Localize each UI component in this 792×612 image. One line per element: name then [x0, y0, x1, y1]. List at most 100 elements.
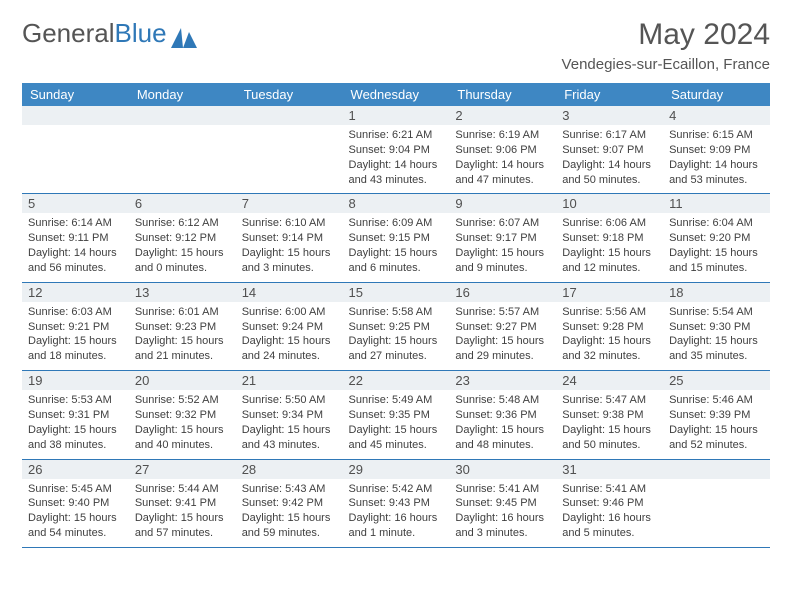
calendar-body: 1Sunrise: 6:21 AMSunset: 9:04 PMDaylight… [22, 106, 770, 547]
sunrise-line: Sunrise: 6:07 AM [455, 216, 550, 231]
sunrise-line: Sunrise: 5:44 AM [135, 482, 230, 497]
dow-fri: Friday [556, 83, 663, 106]
daylight-line: Daylight: 14 hours and 43 minutes. [349, 158, 444, 188]
location-label: Vendegies-sur-Ecaillon, France [562, 56, 770, 73]
day-number: 19 [22, 371, 129, 390]
day-number: 29 [343, 460, 450, 479]
daylight-line: Daylight: 15 hours and 32 minutes. [562, 334, 657, 364]
sunrise-line: Sunrise: 6:03 AM [28, 305, 123, 320]
title-block: May 2024 Vendegies-sur-Ecaillon, France [562, 18, 770, 73]
day-details: Sunrise: 6:00 AMSunset: 9:24 PMDaylight:… [236, 302, 343, 370]
sunset-line: Sunset: 9:43 PM [349, 496, 444, 511]
day-details: Sunrise: 5:52 AMSunset: 9:32 PMDaylight:… [129, 390, 236, 458]
daylight-line: Daylight: 15 hours and 24 minutes. [242, 334, 337, 364]
day-number: 16 [449, 283, 556, 302]
day-cell: 1Sunrise: 6:21 AMSunset: 9:04 PMDaylight… [343, 106, 450, 194]
day-cell: 5Sunrise: 6:14 AMSunset: 9:11 PMDaylight… [22, 194, 129, 282]
logo-mark-icon [171, 24, 197, 44]
day-cell: 22Sunrise: 5:49 AMSunset: 9:35 PMDayligh… [343, 371, 450, 459]
day-number: 15 [343, 283, 450, 302]
sunset-line: Sunset: 9:36 PM [455, 408, 550, 423]
day-cell: 27Sunrise: 5:44 AMSunset: 9:41 PMDayligh… [129, 459, 236, 547]
sunset-line: Sunset: 9:18 PM [562, 231, 657, 246]
sunrise-line: Sunrise: 5:54 AM [669, 305, 764, 320]
day-cell: 6Sunrise: 6:12 AMSunset: 9:12 PMDaylight… [129, 194, 236, 282]
daylight-line: Daylight: 15 hours and 59 minutes. [242, 511, 337, 541]
daylight-line: Daylight: 15 hours and 43 minutes. [242, 423, 337, 453]
day-cell: 2Sunrise: 6:19 AMSunset: 9:06 PMDaylight… [449, 106, 556, 194]
sunrise-line: Sunrise: 5:50 AM [242, 393, 337, 408]
day-cell: 25Sunrise: 5:46 AMSunset: 9:39 PMDayligh… [663, 371, 770, 459]
day-of-week-row: Sunday Monday Tuesday Wednesday Thursday… [22, 83, 770, 106]
sunrise-line: Sunrise: 5:46 AM [669, 393, 764, 408]
sunrise-line: Sunrise: 6:21 AM [349, 128, 444, 143]
day-cell: 29Sunrise: 5:42 AMSunset: 9:43 PMDayligh… [343, 459, 450, 547]
daylight-line: Daylight: 15 hours and 50 minutes. [562, 423, 657, 453]
calendar-week-row: 26Sunrise: 5:45 AMSunset: 9:40 PMDayligh… [22, 459, 770, 547]
day-number: 25 [663, 371, 770, 390]
day-details: Sunrise: 6:21 AMSunset: 9:04 PMDaylight:… [343, 125, 450, 193]
day-cell: 7Sunrise: 6:10 AMSunset: 9:14 PMDaylight… [236, 194, 343, 282]
day-details: Sunrise: 6:15 AMSunset: 9:09 PMDaylight:… [663, 125, 770, 193]
day-details: Sunrise: 5:56 AMSunset: 9:28 PMDaylight:… [556, 302, 663, 370]
day-number: 1 [343, 106, 450, 125]
day-number: 7 [236, 194, 343, 213]
day-cell: 13Sunrise: 6:01 AMSunset: 9:23 PMDayligh… [129, 282, 236, 370]
day-number: 4 [663, 106, 770, 125]
sunset-line: Sunset: 9:34 PM [242, 408, 337, 423]
day-details: Sunrise: 5:50 AMSunset: 9:34 PMDaylight:… [236, 390, 343, 458]
day-details: Sunrise: 6:01 AMSunset: 9:23 PMDaylight:… [129, 302, 236, 370]
sunrise-line: Sunrise: 6:19 AM [455, 128, 550, 143]
dow-sun: Sunday [22, 83, 129, 106]
sunset-line: Sunset: 9:41 PM [135, 496, 230, 511]
day-number: 5 [22, 194, 129, 213]
day-details: Sunrise: 5:45 AMSunset: 9:40 PMDaylight:… [22, 479, 129, 547]
day-cell: 12Sunrise: 6:03 AMSunset: 9:21 PMDayligh… [22, 282, 129, 370]
day-cell [663, 459, 770, 547]
sunrise-line: Sunrise: 5:41 AM [455, 482, 550, 497]
daylight-line: Daylight: 14 hours and 47 minutes. [455, 158, 550, 188]
sunrise-line: Sunrise: 6:12 AM [135, 216, 230, 231]
sunset-line: Sunset: 9:27 PM [455, 320, 550, 335]
day-number: 22 [343, 371, 450, 390]
day-number-empty [236, 106, 343, 125]
daylight-line: Daylight: 16 hours and 3 minutes. [455, 511, 550, 541]
day-details: Sunrise: 6:04 AMSunset: 9:20 PMDaylight:… [663, 213, 770, 281]
dow-sat: Saturday [663, 83, 770, 106]
day-number: 28 [236, 460, 343, 479]
day-details: Sunrise: 6:17 AMSunset: 9:07 PMDaylight:… [556, 125, 663, 193]
sunrise-line: Sunrise: 5:47 AM [562, 393, 657, 408]
daylight-line: Daylight: 15 hours and 57 minutes. [135, 511, 230, 541]
brand-word-1: General [22, 18, 115, 49]
daylight-line: Daylight: 16 hours and 1 minute. [349, 511, 444, 541]
daylight-line: Daylight: 15 hours and 29 minutes. [455, 334, 550, 364]
sunrise-line: Sunrise: 6:04 AM [669, 216, 764, 231]
sunset-line: Sunset: 9:40 PM [28, 496, 123, 511]
sunset-line: Sunset: 9:14 PM [242, 231, 337, 246]
daylight-line: Daylight: 15 hours and 35 minutes. [669, 334, 764, 364]
sunset-line: Sunset: 9:04 PM [349, 143, 444, 158]
sunset-line: Sunset: 9:45 PM [455, 496, 550, 511]
day-details: Sunrise: 6:07 AMSunset: 9:17 PMDaylight:… [449, 213, 556, 281]
day-cell: 16Sunrise: 5:57 AMSunset: 9:27 PMDayligh… [449, 282, 556, 370]
daylight-line: Daylight: 14 hours and 56 minutes. [28, 246, 123, 276]
daylight-line: Daylight: 14 hours and 50 minutes. [562, 158, 657, 188]
dow-tue: Tuesday [236, 83, 343, 106]
day-details: Sunrise: 5:49 AMSunset: 9:35 PMDaylight:… [343, 390, 450, 458]
sunset-line: Sunset: 9:12 PM [135, 231, 230, 246]
day-details: Sunrise: 5:58 AMSunset: 9:25 PMDaylight:… [343, 302, 450, 370]
day-details: Sunrise: 5:47 AMSunset: 9:38 PMDaylight:… [556, 390, 663, 458]
sunrise-line: Sunrise: 5:53 AM [28, 393, 123, 408]
sunset-line: Sunset: 9:21 PM [28, 320, 123, 335]
day-cell [236, 106, 343, 194]
daylight-line: Daylight: 15 hours and 52 minutes. [669, 423, 764, 453]
sunset-line: Sunset: 9:38 PM [562, 408, 657, 423]
brand-logo: GeneralBlue [22, 18, 197, 49]
sunrise-line: Sunrise: 6:15 AM [669, 128, 764, 143]
day-details: Sunrise: 5:43 AMSunset: 9:42 PMDaylight:… [236, 479, 343, 547]
day-details: Sunrise: 5:46 AMSunset: 9:39 PMDaylight:… [663, 390, 770, 458]
day-cell: 15Sunrise: 5:58 AMSunset: 9:25 PMDayligh… [343, 282, 450, 370]
day-details: Sunrise: 6:19 AMSunset: 9:06 PMDaylight:… [449, 125, 556, 193]
brand-word-2: Blue [115, 18, 167, 49]
daylight-line: Daylight: 14 hours and 53 minutes. [669, 158, 764, 188]
